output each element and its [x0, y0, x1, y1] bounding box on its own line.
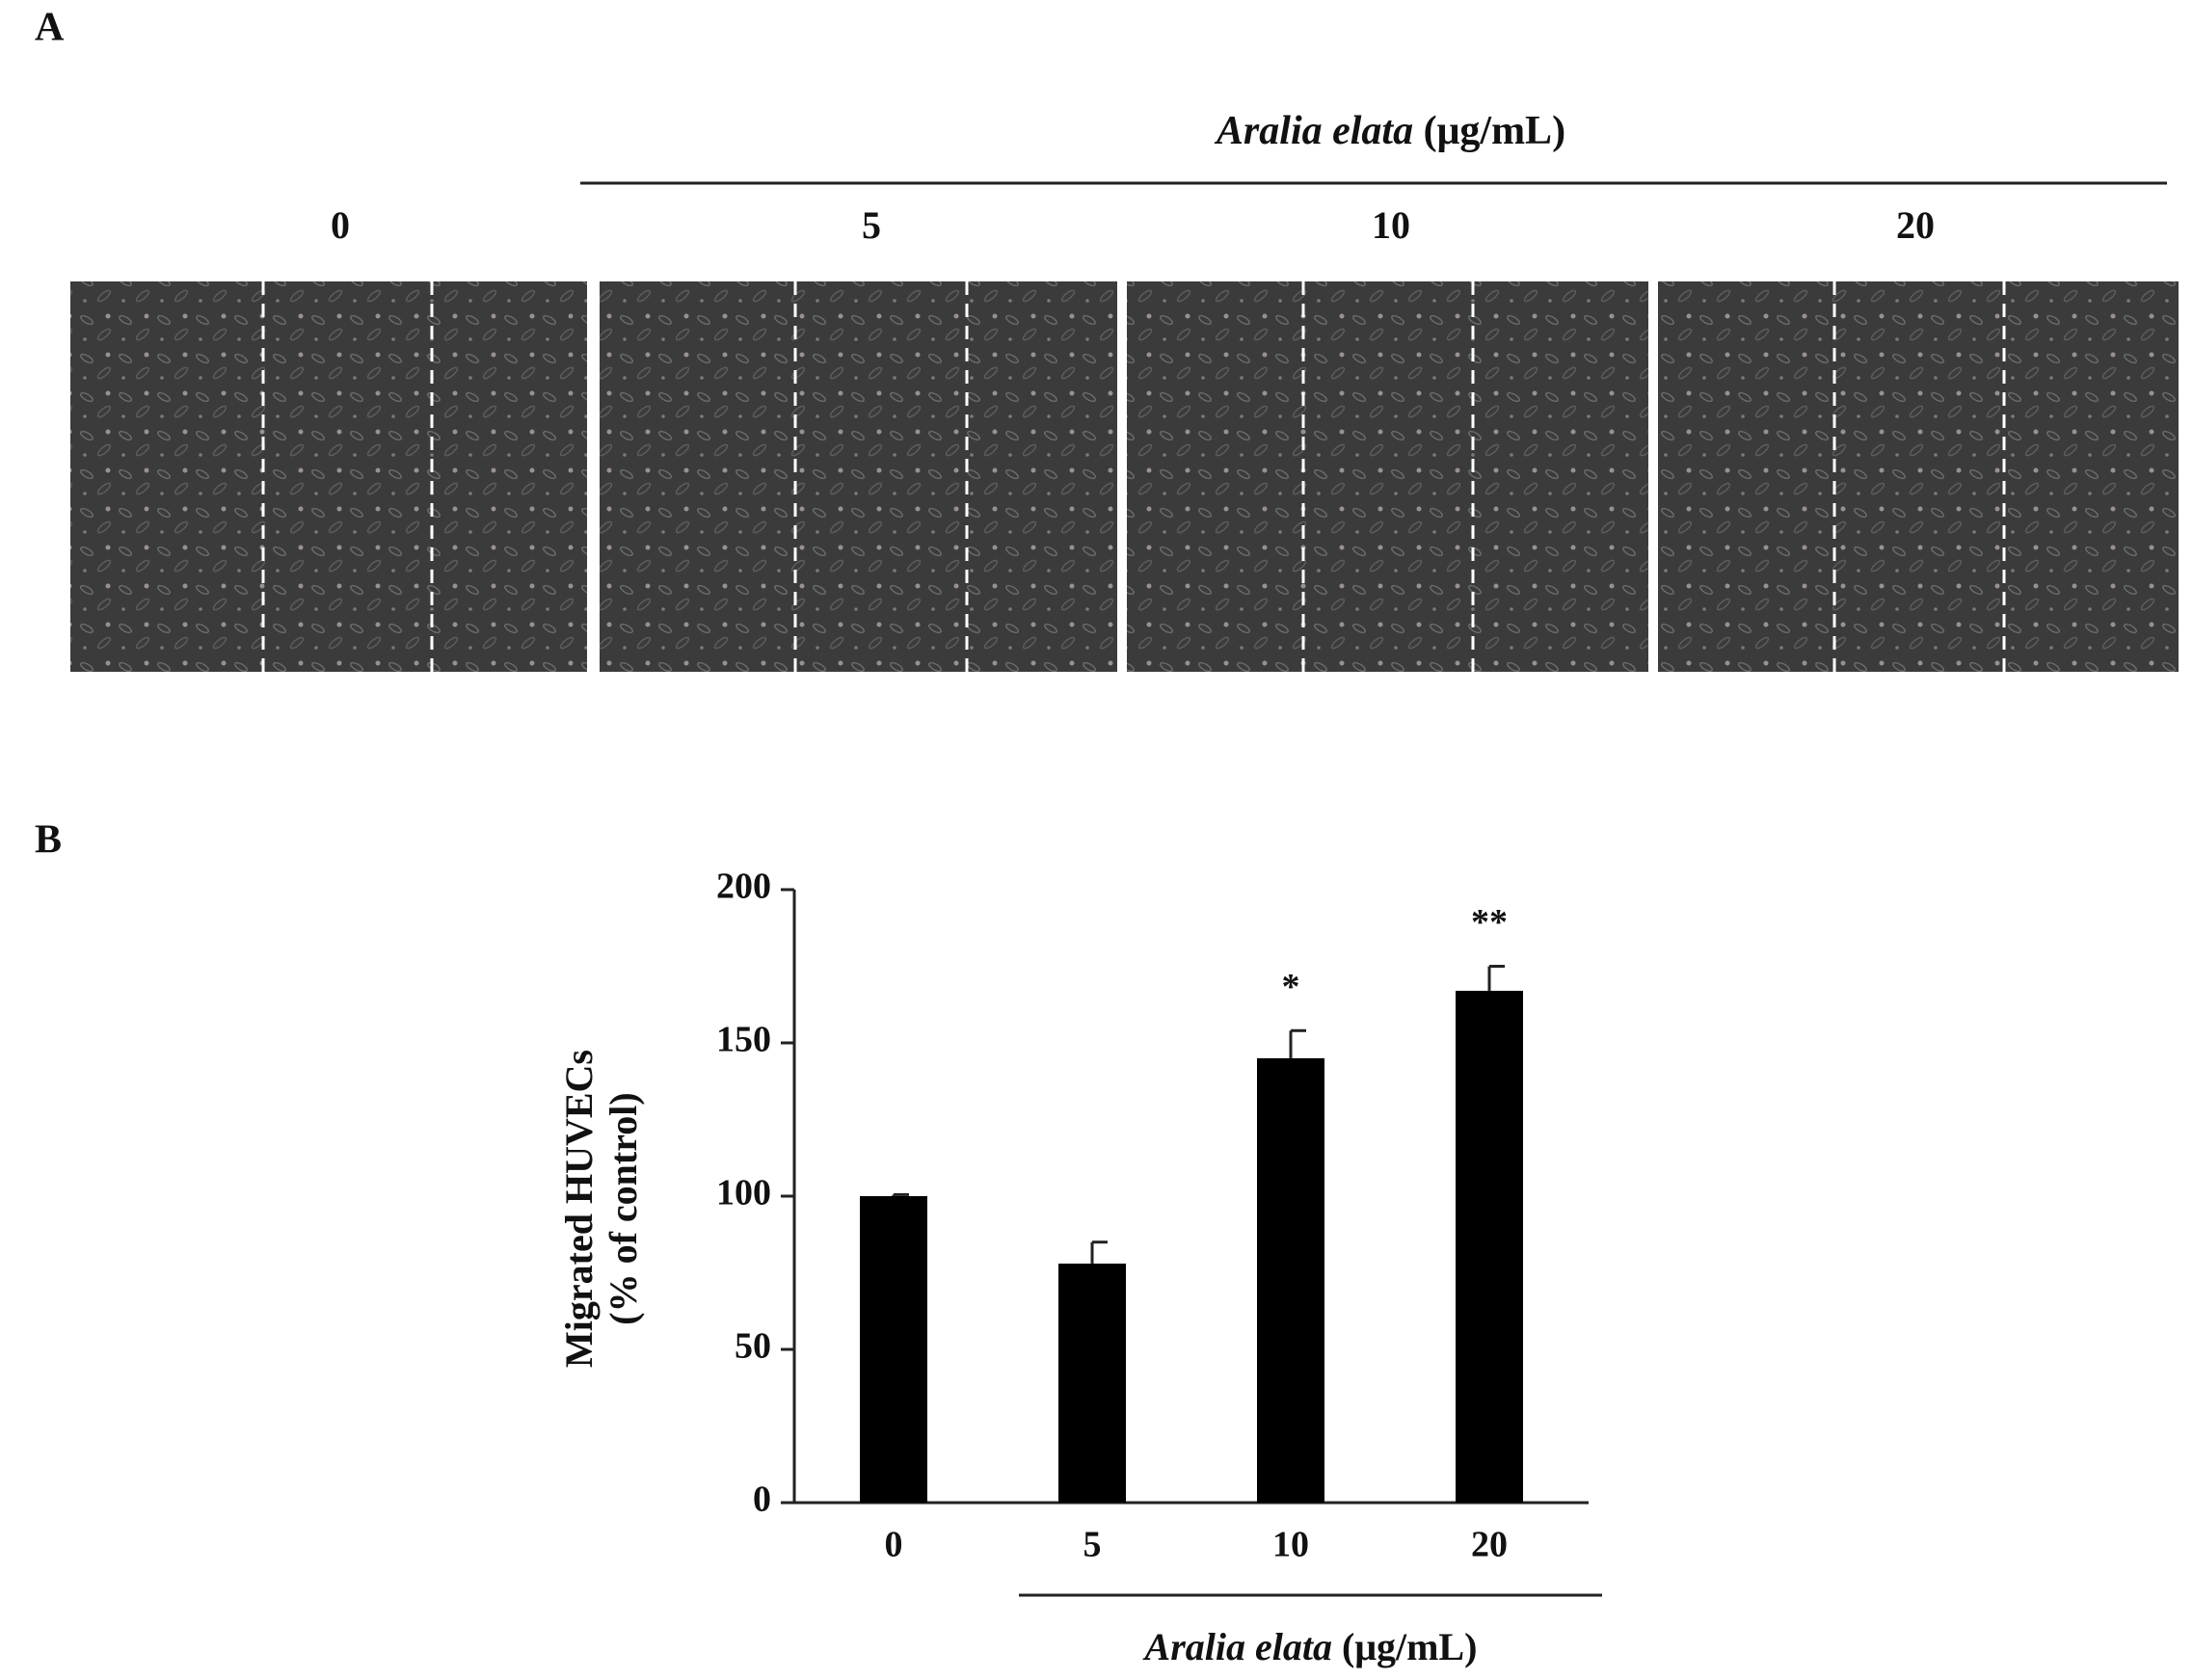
- x-axis-label-units: (μg/mL): [1342, 1625, 1477, 1668]
- group-title-units: (μg/mL): [1424, 109, 1565, 153]
- significance-label: **: [1471, 902, 1508, 943]
- y-tick-label: 150: [716, 1020, 771, 1060]
- x-axis-label-italic: Aralia elata: [1142, 1625, 1332, 1668]
- x-axis-label: Aralia elata (μg/mL): [1142, 1625, 1478, 1668]
- y-tick-label: 0: [753, 1480, 771, 1520]
- micrograph: [70, 281, 587, 672]
- group-title-italic: Aralia elata: [1214, 109, 1413, 153]
- column-label: 5: [862, 203, 881, 247]
- bar: [860, 1196, 927, 1503]
- panel-label: B: [35, 818, 62, 863]
- bar: [1456, 990, 1523, 1503]
- x-tick-label: 10: [1272, 1525, 1309, 1565]
- x-tick-label: 20: [1471, 1525, 1508, 1565]
- y-tick-label: 200: [716, 867, 771, 907]
- micrograph: [1127, 281, 1648, 672]
- micrograph: [600, 281, 1117, 672]
- column-label: 0: [331, 203, 350, 247]
- y-axis-label: Migrated HUVECs(% of control): [557, 1050, 645, 1368]
- y-axis-label-line: (% of control): [602, 1092, 645, 1324]
- bar: [1257, 1057, 1324, 1503]
- bar: [1058, 1263, 1126, 1503]
- y-tick-label: 100: [716, 1173, 771, 1213]
- x-tick-label: 5: [1083, 1525, 1102, 1565]
- y-axis-label-line: Migrated HUVECs: [557, 1050, 601, 1368]
- column-label: 10: [1372, 203, 1410, 247]
- x-tick-label: 0: [885, 1525, 903, 1565]
- column-label: 20: [1896, 203, 1935, 247]
- y-tick-label: 50: [735, 1326, 771, 1367]
- micrograph: [1658, 281, 2179, 672]
- group-title: Aralia elata (μg/mL): [1214, 109, 1565, 153]
- significance-label: *: [1282, 967, 1300, 1007]
- panel-label: A: [35, 6, 65, 50]
